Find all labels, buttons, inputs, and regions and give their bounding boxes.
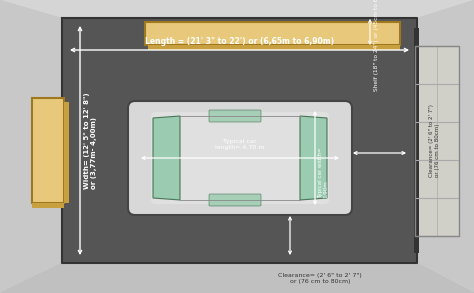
Text: Length = (21' 3" to 22') or (6,65m to 6,90m): Length = (21' 3" to 22') or (6,65m to 6,…: [145, 37, 334, 46]
Text: Typical car
length= 4.70 m: Typical car length= 4.70 m: [215, 139, 264, 150]
Bar: [148, 45, 400, 50]
Polygon shape: [0, 0, 62, 293]
Text: Shelf (18" to 24") or (45cm to 60cm): Shelf (18" to 24") or (45cm to 60cm): [374, 0, 379, 91]
Polygon shape: [0, 263, 474, 293]
Bar: [415, 46, 459, 236]
Bar: [64, 102, 69, 203]
Bar: [32, 98, 64, 203]
Text: Width= (12' 5" to 12' 8")
or (3,77m- 4,00m): Width= (12' 5" to 12' 8") or (3,77m- 4,0…: [84, 92, 97, 189]
Text: Typical car width=
1.90m: Typical car width= 1.90m: [318, 148, 329, 198]
Text: Clearance= (2' 6" to 2' 7")
or (76 cm to 80cm): Clearance= (2' 6" to 2' 7") or (76 cm to…: [429, 104, 440, 177]
Polygon shape: [153, 116, 180, 200]
FancyBboxPatch shape: [209, 110, 261, 122]
FancyBboxPatch shape: [128, 101, 352, 215]
Polygon shape: [300, 116, 327, 200]
Polygon shape: [417, 0, 474, 293]
Bar: [145, 22, 400, 45]
Bar: [32, 203, 64, 208]
Polygon shape: [0, 0, 474, 18]
Bar: [62, 18, 417, 263]
Bar: [414, 28, 419, 253]
Text: Clearance= (2' 6" to 2' 7")
or (76 cm to 80cm): Clearance= (2' 6" to 2' 7") or (76 cm to…: [278, 273, 362, 284]
FancyBboxPatch shape: [151, 112, 329, 204]
Bar: [415, 46, 459, 236]
FancyBboxPatch shape: [209, 194, 261, 206]
